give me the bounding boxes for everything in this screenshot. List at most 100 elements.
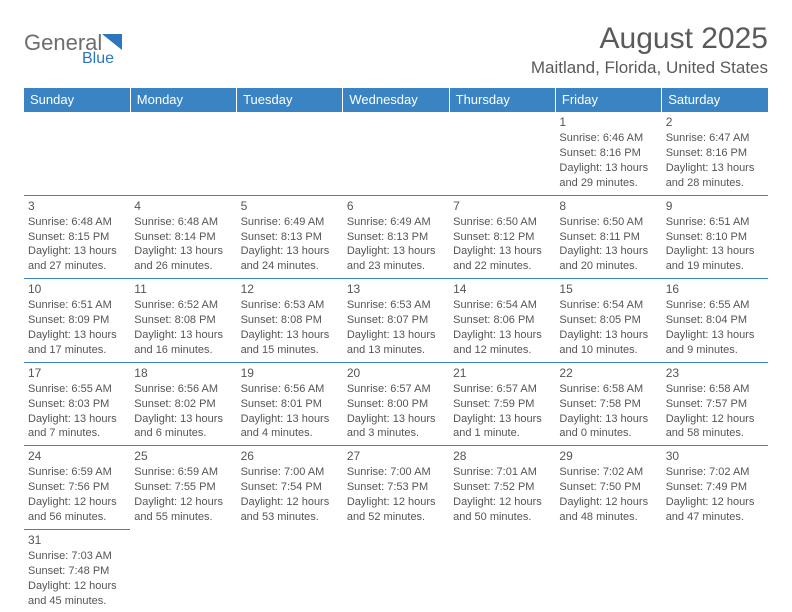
sunset-text: Sunset: 8:11 PM (559, 230, 657, 245)
sunrise-text: Sunrise: 7:00 AM (347, 465, 445, 480)
daylight-text: Daylight: 13 hours and 3 minutes. (347, 412, 445, 442)
sunset-text: Sunset: 7:49 PM (666, 480, 764, 495)
calendar-day-cell: 10Sunrise: 6:51 AMSunset: 8:09 PMDayligh… (24, 279, 130, 363)
daylight-text: Daylight: 13 hours and 24 minutes. (241, 244, 339, 274)
calendar-day-cell (555, 529, 661, 612)
sunset-text: Sunset: 7:53 PM (347, 480, 445, 495)
calendar-day-cell: 23Sunrise: 6:58 AMSunset: 7:57 PMDayligh… (662, 362, 768, 446)
sunrise-text: Sunrise: 7:02 AM (559, 465, 657, 480)
calendar-day-cell: 18Sunrise: 6:56 AMSunset: 8:02 PMDayligh… (130, 362, 236, 446)
sunrise-text: Sunrise: 6:51 AM (666, 215, 764, 230)
column-header: Sunday (24, 88, 130, 112)
calendar-day-cell: 1Sunrise: 6:46 AMSunset: 8:16 PMDaylight… (555, 112, 661, 196)
day-number: 20 (347, 365, 445, 381)
sunrise-text: Sunrise: 6:49 AM (347, 215, 445, 230)
sunrise-text: Sunrise: 6:54 AM (453, 298, 551, 313)
sunset-text: Sunset: 8:09 PM (28, 313, 126, 328)
calendar-day-cell: 12Sunrise: 6:53 AMSunset: 8:08 PMDayligh… (237, 279, 343, 363)
day-number: 26 (241, 448, 339, 464)
day-number: 13 (347, 281, 445, 297)
calendar-day-cell: 9Sunrise: 6:51 AMSunset: 8:10 PMDaylight… (662, 195, 768, 279)
day-number: 6 (347, 198, 445, 214)
calendar-day-cell: 6Sunrise: 6:49 AMSunset: 8:13 PMDaylight… (343, 195, 449, 279)
day-number: 15 (559, 281, 657, 297)
calendar-day-cell: 26Sunrise: 7:00 AMSunset: 7:54 PMDayligh… (237, 446, 343, 530)
calendar-day-cell: 14Sunrise: 6:54 AMSunset: 8:06 PMDayligh… (449, 279, 555, 363)
daylight-text: Daylight: 13 hours and 9 minutes. (666, 328, 764, 358)
daylight-text: Daylight: 12 hours and 56 minutes. (28, 495, 126, 525)
calendar-day-cell: 27Sunrise: 7:00 AMSunset: 7:53 PMDayligh… (343, 446, 449, 530)
sunrise-text: Sunrise: 6:57 AM (347, 382, 445, 397)
day-number: 16 (666, 281, 764, 297)
column-header: Saturday (662, 88, 768, 112)
sunrise-text: Sunrise: 6:49 AM (241, 215, 339, 230)
sunrise-text: Sunrise: 6:56 AM (241, 382, 339, 397)
column-header: Thursday (449, 88, 555, 112)
sunset-text: Sunset: 8:03 PM (28, 397, 126, 412)
daylight-text: Daylight: 12 hours and 45 minutes. (28, 579, 126, 609)
daylight-text: Daylight: 13 hours and 17 minutes. (28, 328, 126, 358)
sunset-text: Sunset: 7:57 PM (666, 397, 764, 412)
calendar-day-cell: 24Sunrise: 6:59 AMSunset: 7:56 PMDayligh… (24, 446, 130, 530)
calendar-day-cell: 20Sunrise: 6:57 AMSunset: 8:00 PMDayligh… (343, 362, 449, 446)
daylight-text: Daylight: 13 hours and 29 minutes. (559, 161, 657, 191)
sunrise-text: Sunrise: 6:47 AM (666, 131, 764, 146)
daylight-text: Daylight: 13 hours and 19 minutes. (666, 244, 764, 274)
logo: General Blue (24, 28, 144, 69)
day-number: 19 (241, 365, 339, 381)
daylight-text: Daylight: 13 hours and 13 minutes. (347, 328, 445, 358)
sunset-text: Sunset: 8:05 PM (559, 313, 657, 328)
calendar-day-cell (237, 112, 343, 196)
sunset-text: Sunset: 8:16 PM (559, 146, 657, 161)
day-number: 29 (559, 448, 657, 464)
sunset-text: Sunset: 8:01 PM (241, 397, 339, 412)
calendar-header-row: SundayMondayTuesdayWednesdayThursdayFrid… (24, 88, 768, 112)
daylight-text: Daylight: 13 hours and 1 minute. (453, 412, 551, 442)
sunrise-text: Sunrise: 6:53 AM (347, 298, 445, 313)
day-number: 18 (134, 365, 232, 381)
sunrise-text: Sunrise: 7:03 AM (28, 549, 126, 564)
daylight-text: Daylight: 13 hours and 27 minutes. (28, 244, 126, 274)
daylight-text: Daylight: 12 hours and 52 minutes. (347, 495, 445, 525)
column-header: Friday (555, 88, 661, 112)
sunrise-text: Sunrise: 6:55 AM (666, 298, 764, 313)
sunset-text: Sunset: 7:55 PM (134, 480, 232, 495)
sunset-text: Sunset: 7:50 PM (559, 480, 657, 495)
daylight-text: Daylight: 13 hours and 23 minutes. (347, 244, 445, 274)
logo-triangle-icon (102, 34, 122, 50)
calendar-day-cell: 29Sunrise: 7:02 AMSunset: 7:50 PMDayligh… (555, 446, 661, 530)
sunrise-text: Sunrise: 6:54 AM (559, 298, 657, 313)
sunrise-text: Sunrise: 6:57 AM (453, 382, 551, 397)
calendar-day-cell: 22Sunrise: 6:58 AMSunset: 7:58 PMDayligh… (555, 362, 661, 446)
calendar-week-row: 31Sunrise: 7:03 AMSunset: 7:48 PMDayligh… (24, 529, 768, 612)
day-number: 25 (134, 448, 232, 464)
calendar-day-cell: 17Sunrise: 6:55 AMSunset: 8:03 PMDayligh… (24, 362, 130, 446)
daylight-text: Daylight: 13 hours and 15 minutes. (241, 328, 339, 358)
calendar-day-cell (662, 529, 768, 612)
sunset-text: Sunset: 7:56 PM (28, 480, 126, 495)
day-number: 24 (28, 448, 126, 464)
calendar-day-cell (343, 529, 449, 612)
calendar-day-cell: 30Sunrise: 7:02 AMSunset: 7:49 PMDayligh… (662, 446, 768, 530)
day-number: 3 (28, 198, 126, 214)
sunrise-text: Sunrise: 6:51 AM (28, 298, 126, 313)
calendar-day-cell: 19Sunrise: 6:56 AMSunset: 8:01 PMDayligh… (237, 362, 343, 446)
sunrise-text: Sunrise: 7:01 AM (453, 465, 551, 480)
column-header: Monday (130, 88, 236, 112)
sunset-text: Sunset: 7:52 PM (453, 480, 551, 495)
daylight-text: Daylight: 13 hours and 12 minutes. (453, 328, 551, 358)
daylight-text: Daylight: 12 hours and 48 minutes. (559, 495, 657, 525)
sunset-text: Sunset: 8:16 PM (666, 146, 764, 161)
calendar-day-cell: 28Sunrise: 7:01 AMSunset: 7:52 PMDayligh… (449, 446, 555, 530)
day-number: 23 (666, 365, 764, 381)
sunset-text: Sunset: 7:58 PM (559, 397, 657, 412)
column-header: Tuesday (237, 88, 343, 112)
calendar-day-cell: 15Sunrise: 6:54 AMSunset: 8:05 PMDayligh… (555, 279, 661, 363)
sunrise-text: Sunrise: 6:59 AM (28, 465, 126, 480)
sunset-text: Sunset: 7:48 PM (28, 564, 126, 579)
day-number: 4 (134, 198, 232, 214)
day-number: 5 (241, 198, 339, 214)
calendar-day-cell: 5Sunrise: 6:49 AMSunset: 8:13 PMDaylight… (237, 195, 343, 279)
sunset-text: Sunset: 8:10 PM (666, 230, 764, 245)
sunset-text: Sunset: 8:02 PM (134, 397, 232, 412)
